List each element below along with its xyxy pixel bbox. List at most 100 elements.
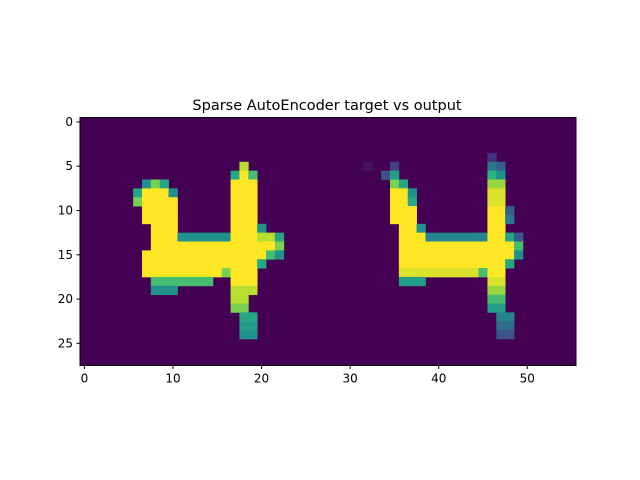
heatmap-cell xyxy=(248,214,258,225)
heatmap-cell xyxy=(398,223,409,234)
heatmap-cell xyxy=(496,330,506,340)
heatmap-cell xyxy=(248,223,258,234)
heatmap-cell xyxy=(221,268,231,278)
heatmap-cell xyxy=(496,206,506,216)
heatmap-cell xyxy=(398,241,409,251)
heatmap-cell xyxy=(505,312,515,322)
heatmap-cell xyxy=(204,268,214,278)
heatmap-cell xyxy=(443,241,453,251)
heatmap-cell xyxy=(221,241,231,251)
heatmap-cell xyxy=(460,250,471,260)
heatmap-cell xyxy=(460,268,471,278)
heatmap-cell xyxy=(496,268,506,278)
heatmap-cell xyxy=(434,268,444,278)
heatmap-cell xyxy=(496,241,506,251)
heatmap-cell xyxy=(239,330,249,340)
heatmap-cell xyxy=(487,197,497,207)
heatmap-cell xyxy=(398,268,409,278)
heatmap-cell xyxy=(168,259,178,269)
heatmap-cell xyxy=(168,276,178,287)
heatmap-cell xyxy=(186,268,196,278)
heatmap-cell xyxy=(266,241,276,251)
heatmap-cell xyxy=(230,214,240,225)
heatmap-cell xyxy=(407,206,417,216)
heatmap-cell xyxy=(416,223,426,234)
heatmap-cell xyxy=(416,250,426,260)
heatmap-cell xyxy=(257,259,267,269)
heatmap-cell xyxy=(363,161,373,172)
heatmap-cell xyxy=(239,170,249,180)
y-tick-label: 15 xyxy=(58,248,73,262)
heatmap-cell xyxy=(496,312,506,322)
heatmap-cell xyxy=(239,294,249,304)
heatmap-cell xyxy=(248,268,258,278)
heatmap-cell xyxy=(478,232,488,242)
heatmap-cell xyxy=(469,250,479,260)
heatmap-cell xyxy=(398,179,409,189)
heatmap-cell xyxy=(177,259,187,269)
heatmap-cell xyxy=(274,250,285,260)
heatmap-cell xyxy=(460,259,471,269)
heatmap-cell xyxy=(496,259,506,269)
heatmap-cell xyxy=(150,285,161,296)
heatmap-cell xyxy=(195,259,205,269)
heatmap-cell xyxy=(239,259,249,269)
heatmap-cell xyxy=(239,223,249,234)
heatmap-cell xyxy=(407,250,417,260)
heatmap-cell xyxy=(221,259,231,269)
heatmap-cell xyxy=(150,276,161,287)
heatmap-cell xyxy=(168,285,178,296)
heatmap-cell xyxy=(159,197,169,207)
heatmap-cell xyxy=(230,197,240,207)
heatmap-cell xyxy=(142,179,152,189)
heatmap-cell xyxy=(487,152,497,163)
heatmap-cell xyxy=(133,188,143,198)
heatmap-cell xyxy=(168,197,178,207)
heatmap-cell xyxy=(487,241,497,251)
heatmap-cell xyxy=(496,232,506,242)
x-tick-label: 20 xyxy=(254,372,269,386)
heatmap-cell xyxy=(416,241,426,251)
heatmap-cell xyxy=(230,170,240,180)
heatmap-cell xyxy=(168,232,178,242)
heatmap-cell xyxy=(159,259,169,269)
heatmap-cell xyxy=(514,241,524,251)
heatmap-cell xyxy=(425,232,435,242)
x-tick-label: 50 xyxy=(520,372,535,386)
heatmap-cell xyxy=(248,285,258,296)
heatmap-cell xyxy=(168,268,178,278)
heatmap-cell xyxy=(230,303,240,313)
heatmap-cell xyxy=(230,179,240,189)
heatmap-cell xyxy=(390,188,400,198)
heatmap-cell xyxy=(416,268,426,278)
heatmap-cell xyxy=(487,285,497,296)
heatmap-cell xyxy=(204,232,214,242)
heatmap-cell xyxy=(150,214,161,225)
heatmap-cell xyxy=(469,268,479,278)
heatmap-cell xyxy=(425,250,435,260)
heatmap-cell xyxy=(239,214,249,225)
heatmap-cell xyxy=(496,170,506,180)
heatmap-cell xyxy=(381,170,391,180)
heatmap-cell xyxy=(469,232,479,242)
y-tick-label: 0 xyxy=(65,115,73,129)
heatmap-cell xyxy=(487,303,497,313)
heatmap-cell xyxy=(142,259,152,269)
heatmap-cell xyxy=(239,312,249,322)
heatmap-cell xyxy=(266,232,276,242)
heatmap-cell xyxy=(230,250,240,260)
heatmap-cell xyxy=(390,206,400,216)
heatmap-cell xyxy=(496,285,506,296)
heatmap-cell xyxy=(150,241,161,251)
heatmap-cell xyxy=(452,259,462,269)
heatmap-cell xyxy=(496,294,506,304)
heatmap-cell xyxy=(443,259,453,269)
y-tick-label: 5 xyxy=(65,159,73,173)
heatmap-cell xyxy=(159,179,169,189)
heatmap-cell xyxy=(142,206,152,216)
heatmap-cell xyxy=(443,268,453,278)
heatmap-cell xyxy=(186,241,196,251)
heatmap-cell xyxy=(390,170,400,180)
heatmap-cell xyxy=(505,321,515,331)
heatmap-cell xyxy=(221,232,231,242)
